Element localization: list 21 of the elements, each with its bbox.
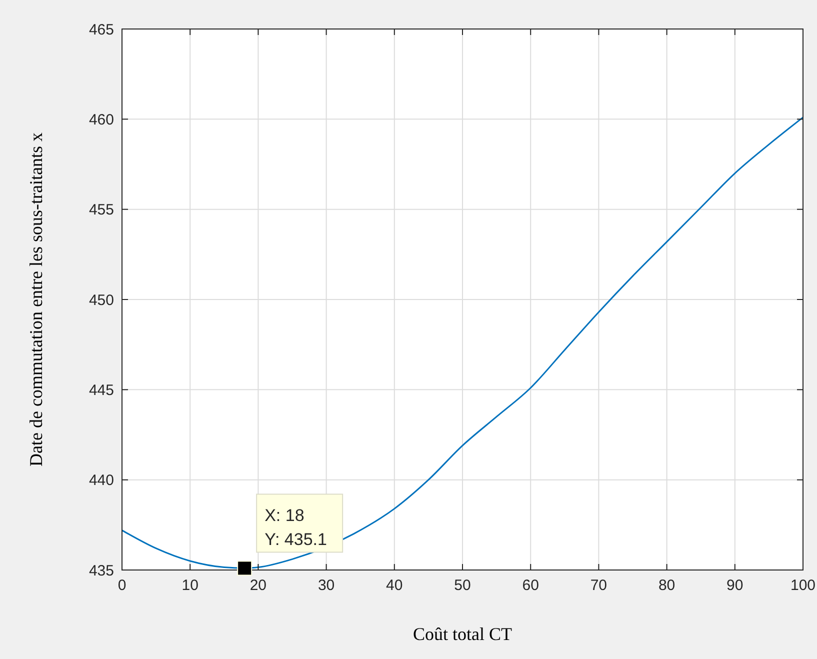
y-tick-label: 450 <box>88 292 114 309</box>
y-tick-label: 435 <box>88 562 114 580</box>
x-tick-label: 10 <box>182 577 198 594</box>
x-tick-label: 70 <box>590 577 608 594</box>
y-axis-title: Date de commutation entre les sous-traitants x <box>26 132 46 466</box>
x-tick-label: 50 <box>454 577 471 594</box>
x-tick-label: 60 <box>522 577 539 594</box>
x-tick-label: 90 <box>726 577 744 594</box>
annotation: X: 18 Y: 435.1 <box>264 506 327 550</box>
x-tick-label: 20 <box>250 577 267 594</box>
y-tick-label: 445 <box>88 382 114 399</box>
y-tick-label: 460 <box>88 111 114 128</box>
x-axis-title: Coût total CT <box>413 624 512 644</box>
x-tick-label: 40 <box>386 577 403 594</box>
x-tick-label: 0 <box>118 577 126 594</box>
y-tick-label: 455 <box>88 202 114 219</box>
y-tick-label: 465 <box>88 21 114 38</box>
x-tick-label: 80 <box>658 577 676 594</box>
x-tick-label: 30 <box>318 577 335 594</box>
y-tick-label: 440 <box>88 472 114 490</box>
x-tick-label: 100 <box>790 577 816 594</box>
